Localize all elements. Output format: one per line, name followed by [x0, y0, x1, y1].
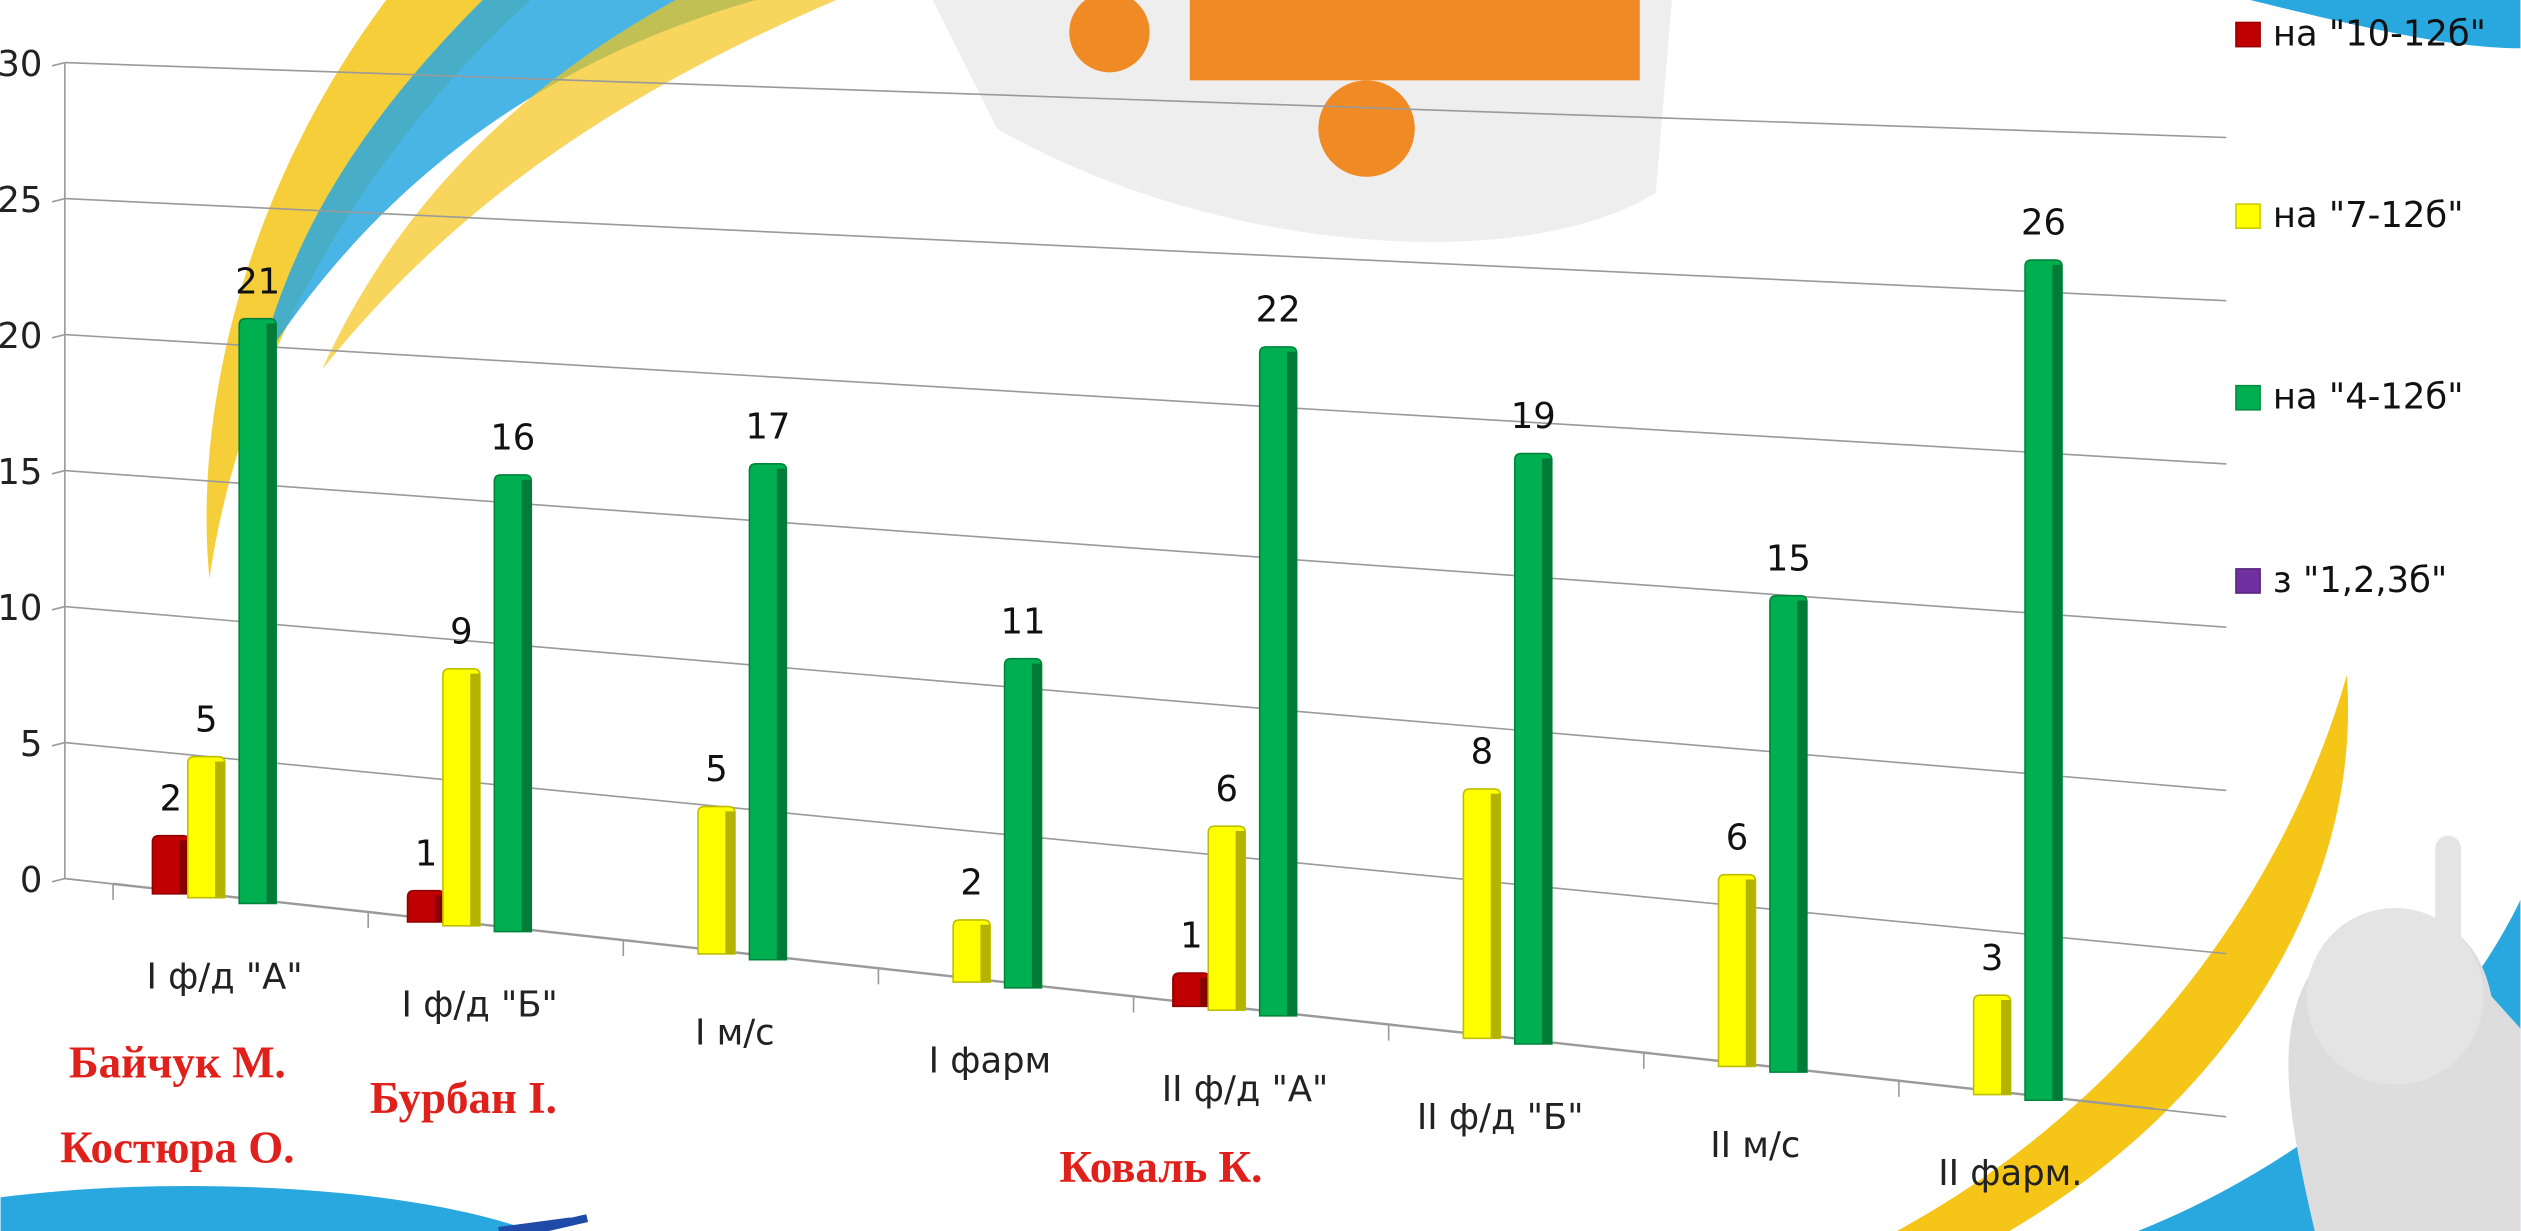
y-tick-mark: [52, 199, 65, 202]
grid-line: [65, 471, 2226, 628]
x-tick-label: I ф/д "Б": [402, 984, 558, 1025]
grid-line: [65, 607, 2226, 791]
y-tick-label: 5: [20, 724, 43, 765]
data-label: 6: [1726, 817, 1749, 858]
bar-group: [2025, 260, 2062, 1100]
y-tick-mark: [52, 335, 65, 338]
bar-group: [408, 891, 445, 922]
bar-group: [698, 807, 735, 954]
bar-side: [215, 762, 225, 898]
bar-side: [1236, 831, 1246, 1010]
bar-group: [1515, 454, 1552, 1044]
chart: 051015202530I ф/д "А"I ф/д "Б"I м/сI фар…: [0, 0, 2521, 1231]
data-label: 2: [160, 778, 183, 819]
data-label: 1: [1180, 916, 1202, 957]
y-tick-label: 30: [0, 44, 42, 85]
data-label: 1: [415, 833, 438, 874]
bar-side: [777, 469, 787, 960]
x-tick-label: I ф/д "А": [146, 956, 302, 997]
bar-group: [749, 464, 786, 960]
x-tick-label: II фарм.: [1938, 1153, 2082, 1194]
bar-group: [494, 475, 531, 932]
bar-group: [1260, 347, 1297, 1016]
data-label: 11: [1001, 601, 1046, 642]
data-label: 15: [1766, 538, 1811, 579]
data-label: 3: [1981, 938, 2004, 979]
bar-side: [980, 925, 990, 982]
y-tick-label: 20: [0, 316, 42, 357]
y-tick-mark: [52, 471, 65, 474]
legend-label: на "10-12б": [2273, 13, 2486, 54]
bar-side: [2052, 265, 2062, 1100]
bar-group: [188, 757, 225, 898]
bar-side: [1542, 458, 1552, 1044]
y-tick-mark: [52, 879, 65, 882]
data-label: 21: [235, 261, 280, 302]
bar-side: [1746, 880, 1756, 1067]
legend-swatch: [2236, 22, 2260, 46]
bar-group: [1770, 596, 1807, 1072]
page: 051015202530I ф/д "А"I ф/д "Б"I м/сI фар…: [0, 0, 2521, 1231]
bar-group: [953, 920, 990, 982]
bar-side: [470, 674, 480, 926]
bar-side: [1032, 664, 1042, 988]
data-label: 5: [195, 699, 218, 740]
legend-label: на "4-12б": [2273, 377, 2464, 418]
data-label: 22: [1256, 290, 1301, 331]
legend-label: на "7-12б": [2273, 195, 2464, 236]
x-tick-label: II ф/д "Б": [1417, 1097, 1584, 1138]
bar-group: [1463, 789, 1500, 1038]
data-label: 6: [1216, 769, 1238, 810]
bar-side: [1797, 600, 1807, 1072]
legend-swatch: [2236, 204, 2260, 228]
bar-group: [239, 319, 276, 904]
x-tick-label: II м/с: [1710, 1125, 1800, 1166]
y-tick-label: 15: [0, 452, 42, 493]
bar-side: [267, 323, 277, 903]
bar-group: [443, 669, 480, 926]
x-tick-label: II ф/д "А": [1162, 1069, 1329, 1110]
data-label: 9: [450, 611, 473, 652]
floor-edge: [65, 879, 113, 884]
grid-line: [65, 743, 2226, 954]
x-tick-label: I м/с: [695, 1013, 775, 1054]
legend-label: з "1,2,3б": [2273, 560, 2447, 601]
bar-side: [1491, 794, 1501, 1039]
x-tick-label: I фарм: [929, 1041, 1052, 1082]
y-tick-mark: [52, 743, 65, 746]
bar-group: [1719, 875, 1756, 1067]
y-tick-mark: [52, 63, 65, 66]
bar-side: [522, 480, 532, 932]
y-tick-label: 0: [20, 860, 43, 901]
y-tick-mark: [52, 607, 65, 610]
y-tick-label: 25: [0, 180, 42, 221]
annotation: Бурбан І.: [370, 1073, 557, 1123]
data-label: 5: [705, 749, 728, 790]
grid-line: [65, 335, 2226, 464]
legend-swatch: [2236, 569, 2260, 593]
y-tick-label: 10: [0, 588, 42, 629]
data-label: 17: [745, 406, 790, 447]
legend-swatch: [2236, 386, 2260, 410]
annotation: Байчук М.: [69, 1037, 286, 1087]
bar-group: [1208, 826, 1245, 1010]
bar-side: [1287, 352, 1297, 1016]
bar-group: [1974, 995, 2011, 1094]
bar-group: [1005, 659, 1042, 988]
data-label: 19: [1511, 396, 1556, 437]
data-label: 8: [1471, 732, 1494, 773]
annotation: Коваль К.: [1059, 1142, 1262, 1192]
bar-side: [725, 811, 735, 954]
data-label: 26: [2021, 203, 2066, 244]
bar-group: [1173, 973, 1210, 1006]
data-label: 16: [490, 418, 535, 459]
bar-side: [2001, 1000, 2011, 1095]
data-label: 2: [960, 863, 983, 904]
bar-group: [152, 836, 189, 894]
annotation: Костюра О.: [60, 1123, 294, 1173]
